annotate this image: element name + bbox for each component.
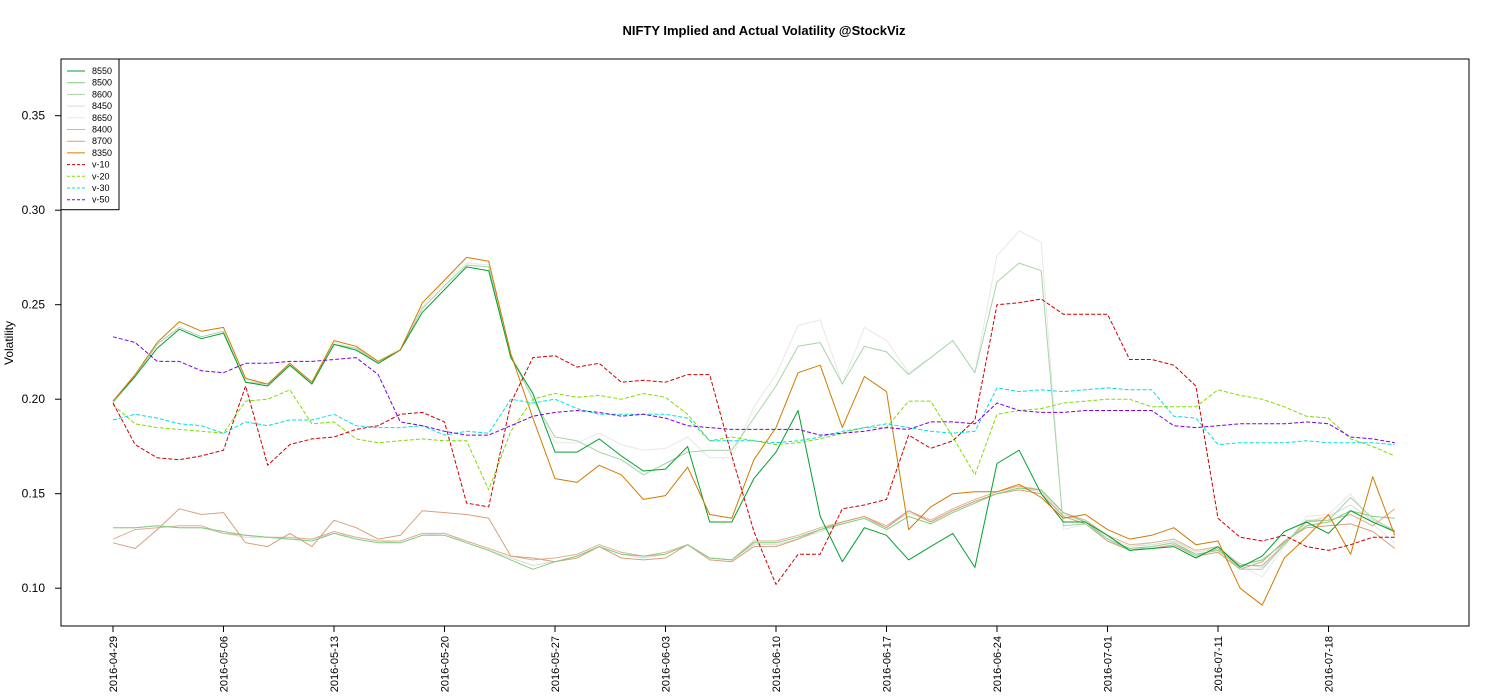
x-axis: 2016-04-29 2016-05-06 2016-05-13 2016-05-20… bbox=[108, 626, 1336, 692]
series-line-8650 bbox=[112, 230, 1396, 578]
legend-box bbox=[60, 58, 120, 211]
legend-label: v-10 bbox=[92, 160, 110, 170]
series-line-v-50 bbox=[112, 336, 1395, 444]
y-tick-label: 0.15 bbox=[22, 487, 46, 501]
series-line-8600 bbox=[112, 262, 1396, 570]
y-tick-label: 0.30 bbox=[22, 203, 46, 217]
chart-title: NIFTY Implied and Actual Volatility @Sto… bbox=[622, 23, 906, 38]
legend: 85508500860084508650840087008350v-10v-20… bbox=[60, 58, 120, 211]
x-tick-label: 2016-05-27 bbox=[550, 636, 562, 692]
x-tick-label: 2016-06-03 bbox=[661, 636, 673, 692]
series-line-8450 bbox=[113, 487, 1395, 568]
legend-label: v-30 bbox=[92, 183, 110, 193]
legend-label: 8500 bbox=[92, 78, 112, 88]
series-line-8500 bbox=[113, 487, 1395, 570]
legend-label: 8400 bbox=[92, 125, 112, 135]
x-tick-label: 2016-06-24 bbox=[992, 636, 1004, 692]
x-tick-label: 2016-05-20 bbox=[440, 636, 452, 692]
legend-label: 8450 bbox=[92, 101, 112, 111]
legend-label: v-50 bbox=[92, 195, 110, 205]
legend-label: 8700 bbox=[92, 136, 112, 146]
legend-label: 8350 bbox=[92, 148, 112, 158]
series-line-8550 bbox=[112, 266, 1395, 568]
legend-label: 8600 bbox=[92, 89, 112, 99]
x-tick-label: 2016-05-06 bbox=[219, 636, 231, 692]
y-axis-label: Volatility bbox=[2, 321, 16, 365]
x-tick-label: 2016-07-18 bbox=[1324, 636, 1336, 692]
x-tick-label: 2016-07-11 bbox=[1213, 636, 1225, 691]
legend-label: 8550 bbox=[92, 66, 112, 76]
y-tick-label: 0.25 bbox=[22, 298, 46, 312]
x-tick-label: 2016-06-10 bbox=[771, 636, 783, 692]
plot-frame bbox=[60, 58, 1470, 627]
x-tick-label: 2016-05-13 bbox=[329, 636, 341, 692]
legend-label: 8650 bbox=[92, 113, 112, 123]
series-line-v-30 bbox=[112, 387, 1395, 446]
series-line-v-10 bbox=[112, 298, 1395, 585]
series-line-8700 bbox=[112, 489, 1396, 570]
legend-label: v-20 bbox=[92, 171, 110, 181]
y-tick-label: 0.10 bbox=[22, 581, 46, 595]
series-line-8350 bbox=[112, 256, 1396, 606]
x-tick-label: 2016-07-01 bbox=[1103, 636, 1115, 692]
y-axis: 0.10 0.15 0.20 0.25 0.30 0.35 bbox=[22, 109, 61, 595]
x-tick-label: 2016-06-17 bbox=[882, 636, 894, 692]
x-tick-label: 2016-04-29 bbox=[108, 636, 120, 692]
series-line-8400 bbox=[112, 485, 1396, 566]
y-tick-label: 0.20 bbox=[22, 392, 46, 406]
series-line-v-20 bbox=[112, 389, 1395, 491]
series-layer bbox=[112, 230, 1396, 606]
y-tick-label: 0.35 bbox=[22, 109, 46, 123]
